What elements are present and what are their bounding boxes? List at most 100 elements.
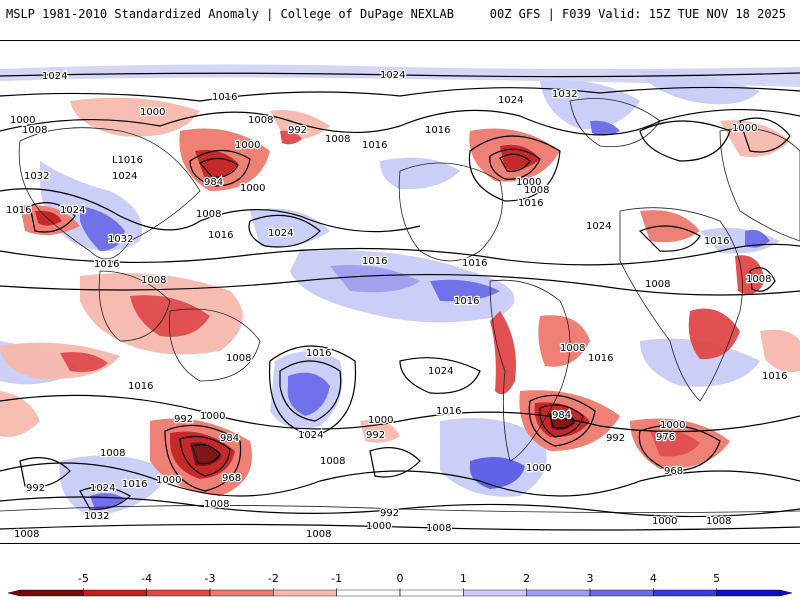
isobar-label: 992 — [26, 483, 45, 494]
isobar-label: 1032 — [108, 234, 133, 245]
coastlines — [0, 98, 800, 513]
isobar-label: 1024 — [42, 71, 67, 82]
title-bar: MSLP 1981-2010 Standardized Anomaly | Co… — [0, 0, 800, 32]
isobar-label: 1008 — [14, 529, 39, 540]
isobar-label: 1000 — [200, 411, 225, 422]
isobar-label: 1008 — [320, 456, 345, 467]
colorbar-segment — [83, 589, 147, 597]
isobar-label: 1024 — [112, 171, 137, 182]
isobar-label: 1024 — [268, 228, 293, 239]
isobar-label: 1008 — [22, 125, 47, 136]
isobar-label: 1008 — [706, 516, 731, 527]
isobar-label: 1032 — [24, 171, 49, 182]
isobar-label: 984 — [204, 177, 223, 188]
isobar-label: 1000 — [526, 463, 551, 474]
isobar-label: 1008 — [204, 499, 229, 510]
isobar-label: 1008 — [645, 279, 670, 290]
isobar-label: 1016 — [588, 353, 613, 364]
isobar-label: 984 — [220, 433, 239, 444]
map-title: MSLP 1981-2010 Standardized Anomaly | Co… — [6, 7, 454, 21]
isobar-label: 1024 — [586, 221, 611, 232]
colorbar-segment — [716, 589, 781, 597]
isobar-label: 1032 — [84, 511, 109, 522]
isobar-label: L1016 — [112, 155, 143, 166]
isobar-label: 1024 — [60, 205, 85, 216]
isobar-label: 968 — [664, 466, 683, 477]
colorbar-min-arrow — [7, 589, 21, 597]
colorbar-tick-label: -2 — [268, 572, 279, 585]
anomaly-map: 1024 1024 1016 1000 1000 1008 992 1024 1… — [0, 64, 800, 541]
isobar-label: 1016 — [94, 259, 119, 270]
colorbar-tick-label: 2 — [523, 572, 530, 585]
isobar-label: 1008 — [306, 529, 331, 540]
isobar-label: 1024 — [498, 95, 523, 106]
isobar-label: 1000 — [10, 115, 35, 126]
isobar-label: 1000 — [366, 521, 391, 532]
colorbar-segment — [463, 589, 527, 597]
isobar-label: 1016 — [122, 479, 147, 490]
isobar-label: 1016 — [212, 92, 237, 103]
isobar-label: 1016 — [362, 256, 387, 267]
isobar-label: 1016 — [518, 198, 543, 209]
colorbar-segment — [209, 589, 274, 597]
isobar-label: 1000 — [652, 516, 677, 527]
isobar-label: 1008 — [746, 274, 771, 285]
colorbar-segment — [19, 589, 84, 597]
isobar-label: 992 — [606, 433, 625, 444]
colorbar-tick-label: 3 — [587, 572, 594, 585]
isobar-label: 1000 — [732, 123, 757, 134]
isobar-label: 1016 — [462, 258, 487, 269]
colorbar-segment — [273, 589, 337, 597]
isobar-label: 1008 — [248, 115, 273, 126]
isobar-label: 1016 — [436, 406, 461, 417]
isobar-label: 1024 — [90, 483, 115, 494]
colorbar-tick-label: 4 — [650, 572, 657, 585]
isobar-label: 1024 — [298, 430, 323, 441]
isobar-label: 1000 — [240, 183, 265, 194]
colorbar-tick-label: 5 — [713, 572, 720, 585]
isobar-label: 992 — [174, 414, 193, 425]
isobar-label: 992 — [366, 430, 385, 441]
isobar-label: 1008 — [196, 209, 221, 220]
isobar-label: 1024 — [380, 70, 405, 81]
isobar-label: 1016 — [306, 348, 331, 359]
colorbar-segment — [526, 589, 591, 597]
isobar-label: 1000 — [660, 420, 685, 431]
isobar-label: 1016 — [208, 230, 233, 241]
isobar-label: 1000 — [235, 140, 260, 151]
isobar-label: 1008 — [524, 185, 549, 196]
isobar-label: 1000 — [140, 107, 165, 118]
positive-anomaly-shading — [0, 64, 800, 516]
isobar-label: 1008 — [325, 134, 350, 145]
isobar-label: 992 — [380, 508, 399, 519]
isobar-label: 1008 — [100, 448, 125, 459]
colorbar-tick-label: -1 — [331, 572, 342, 585]
colorbar-segment — [589, 589, 654, 597]
isobar-label: 1016 — [762, 371, 787, 382]
colorbar-graphic: -5 -4 -3 -2 -1 0 1 2 3 4 5 — [7, 572, 793, 597]
colorbar-max-arrow — [779, 589, 793, 597]
isobar-label: 1008 — [141, 275, 166, 286]
isobar-label: 1008 — [560, 343, 585, 354]
isobar-label: 1016 — [704, 236, 729, 247]
isobar-label: 1016 — [454, 296, 479, 307]
isobar-label: 1000 — [368, 415, 393, 426]
colorbar-tick-label: -4 — [141, 572, 152, 585]
isobar-label: 1016 — [362, 140, 387, 151]
colorbar-tick-label: -5 — [78, 572, 89, 585]
isobar-label: 1016 — [425, 125, 450, 136]
isobar-contours — [0, 72, 800, 531]
colorbar-tick-label: 1 — [460, 572, 467, 585]
model-run-info: 00Z GFS | F039 Valid: 15Z TUE NOV 18 202… — [489, 7, 786, 21]
isobar-label: 1008 — [226, 353, 251, 364]
isobar-label: 1008 — [426, 523, 451, 534]
colorbar-segment — [146, 589, 211, 597]
colorbar-tick-label: -3 — [205, 572, 216, 585]
map-panel: 1024 1024 1016 1000 1000 1008 992 1024 1… — [0, 40, 800, 544]
colorbar-segment — [653, 589, 717, 597]
colorbar-segment — [399, 589, 464, 597]
isobar-label: 1016 — [6, 205, 31, 216]
isobar-label: 968 — [222, 473, 241, 484]
colorbar-tick-label: 0 — [397, 572, 404, 585]
isobar-label: 1016 — [128, 381, 153, 392]
